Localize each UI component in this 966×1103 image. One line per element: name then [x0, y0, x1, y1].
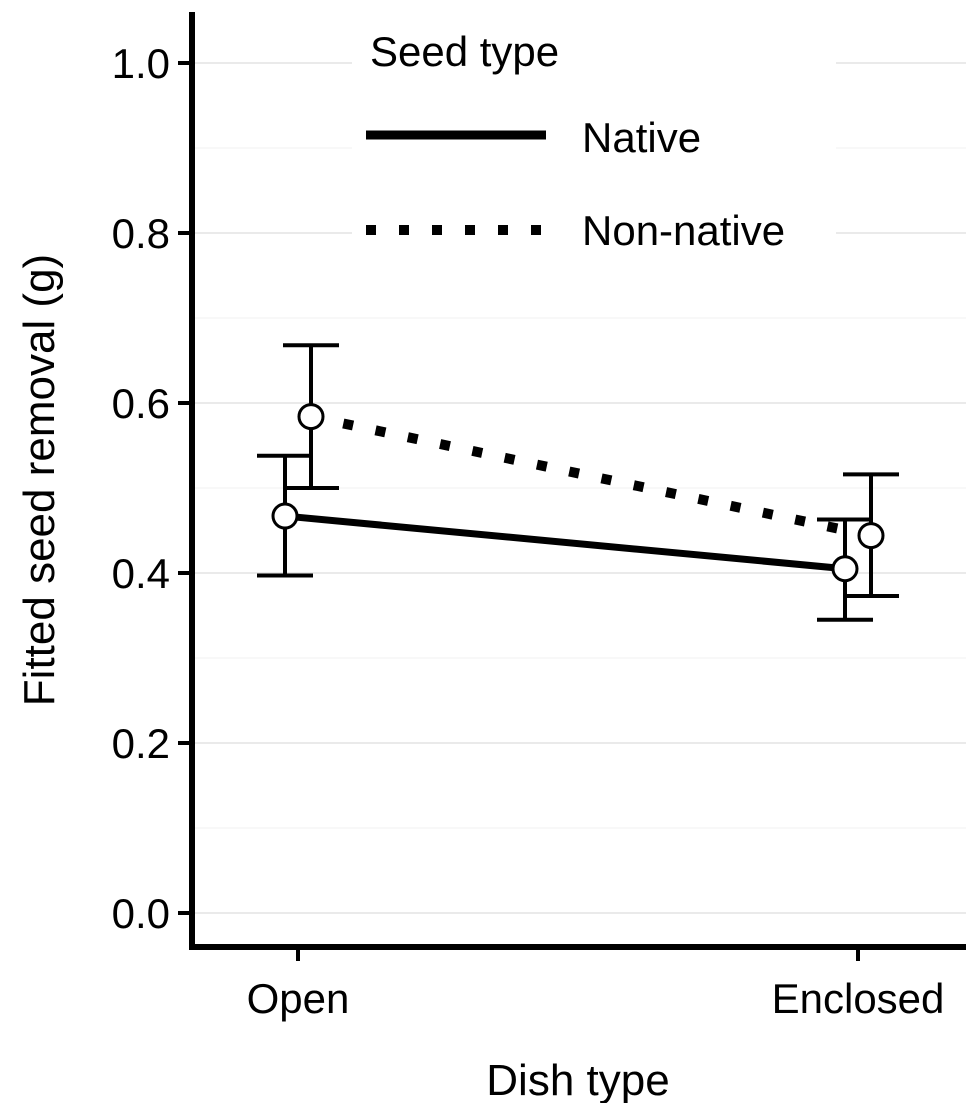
- y-tick-label: 0.2: [112, 720, 170, 767]
- x-axis-title: Dish type: [486, 1056, 669, 1103]
- y-tick-label: 0.8: [112, 210, 170, 257]
- y-tick-label: 0.4: [112, 550, 170, 597]
- legend-background: [352, 16, 836, 264]
- data-point-non-native: [857, 522, 885, 550]
- x-ticks: Open Enclosed: [247, 947, 945, 1022]
- y-tick-label: 0.6: [112, 380, 170, 427]
- legend: Seed type Native Non-native: [352, 16, 836, 264]
- data-point-native: [271, 502, 299, 530]
- series-line-native: [284, 512, 846, 573]
- y-tick-label: 0.0: [112, 890, 170, 937]
- series-line-non-native: [309, 411, 873, 541]
- data-point-non-native: [297, 403, 325, 431]
- y-tick-label: 1.0: [112, 40, 170, 87]
- legend-label-non-native: Non-native: [582, 207, 785, 254]
- y-ticks: 0.0 0.2 0.4 0.6 0.8 1.0: [112, 40, 192, 937]
- legend-label-native: Native: [582, 114, 701, 161]
- x-tick-label: Open: [247, 975, 350, 1022]
- legend-title: Seed type: [370, 28, 559, 75]
- data-point-native: [831, 555, 859, 583]
- data-layer: [257, 343, 899, 622]
- y-axis-title: Fitted seed removal (g): [15, 254, 64, 706]
- x-tick-label: Enclosed: [772, 975, 945, 1022]
